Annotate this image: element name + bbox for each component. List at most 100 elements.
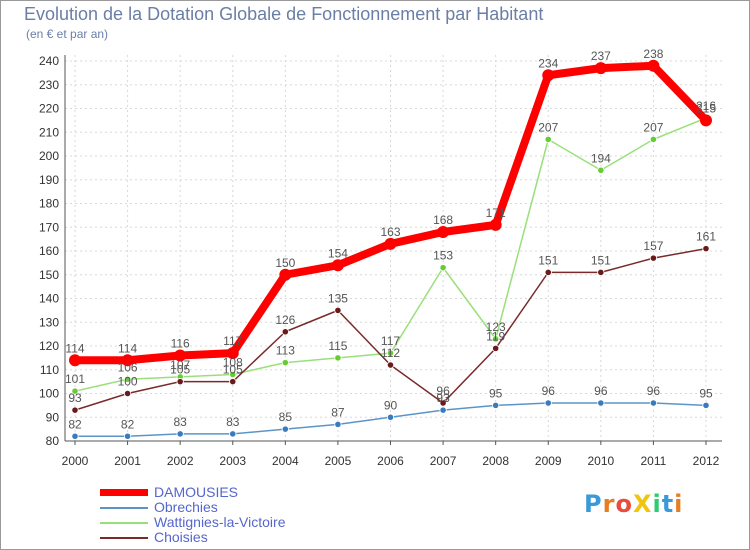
- data-label-choisies: 126: [275, 313, 295, 327]
- x-tick-label: 2004: [272, 454, 299, 468]
- axes: 8090100110120130140150160170180190200210…: [39, 54, 722, 468]
- data-point-damousies: [174, 349, 187, 362]
- data-label-damousies: 237: [591, 49, 611, 63]
- data-point-obrechies: [702, 401, 710, 409]
- data-point-damousies: [437, 226, 450, 238]
- data-point-obrechies: [649, 399, 658, 407]
- data-label-obrechies: 96: [647, 384, 661, 398]
- data-label-choisies: 157: [643, 239, 663, 253]
- data-label-choisies: 93: [68, 391, 82, 405]
- data-label-damousies: 168: [433, 213, 453, 227]
- data-point-obrechies: [123, 432, 132, 440]
- data-label-wattignies-la-victoire: 153: [433, 249, 453, 263]
- x-tick-label: 2012: [693, 454, 720, 468]
- data-label-wattignies-la-victoire: 216: [696, 99, 716, 113]
- x-tick-label: 2000: [62, 454, 89, 468]
- data-label-obrechies: 93: [436, 391, 450, 405]
- x-tick-label: 2001: [114, 454, 141, 468]
- data-point-obrechies: [597, 399, 605, 407]
- data-label-damousies: 234: [538, 56, 558, 70]
- data-point-damousies: [226, 347, 239, 360]
- data-label-wattignies-la-victoire: 101: [65, 372, 85, 386]
- data-label-wattignies-la-victoire: 123: [486, 320, 506, 334]
- data-label-choisies: 96: [436, 384, 450, 398]
- data-point-wattignies-la-victoire: [439, 264, 447, 272]
- y-tick-label: 220: [39, 102, 59, 116]
- data-point-choisies: [281, 328, 289, 336]
- data-point-choisies: [649, 254, 658, 262]
- data-label-wattignies-la-victoire: 107: [170, 358, 190, 372]
- data-label-wattignies-la-victoire: 113: [276, 344, 295, 358]
- data-point-wattignies-la-victoire: [123, 375, 132, 383]
- data-point-obrechies: [71, 432, 79, 440]
- data-point-obrechies: [281, 425, 289, 433]
- data-label-damousies: 114: [65, 341, 84, 355]
- data-label-damousies: 116: [171, 337, 190, 351]
- series-lines: [69, 59, 712, 440]
- legend-label-wattignies-la-victoire: Wattignies-la-Victoire: [154, 514, 286, 530]
- data-label-choisies: 100: [118, 375, 138, 389]
- data-point-wattignies-la-victoire: [597, 166, 605, 174]
- data-label-wattignies-la-victoire: 108: [223, 356, 243, 370]
- logo-letter: i: [674, 490, 684, 518]
- y-tick-label: 190: [39, 173, 59, 187]
- data-point-choisies: [71, 406, 79, 414]
- data-label-obrechies: 85: [279, 410, 293, 424]
- data-point-choisies: [334, 306, 342, 314]
- legend-swatch-choisies: [100, 537, 148, 539]
- data-point-wattignies-la-victoire: [492, 335, 500, 343]
- data-label-choisies: 151: [591, 253, 611, 267]
- data-label-damousies: 117: [223, 334, 242, 348]
- y-tick-label: 110: [40, 363, 59, 377]
- y-tick-label: 100: [39, 387, 59, 401]
- y-tick-label: 90: [46, 410, 60, 424]
- data-point-damousies: [279, 268, 292, 281]
- y-tick-label: 80: [46, 434, 60, 448]
- data-label-choisies: 112: [381, 346, 400, 360]
- data-point-wattignies-la-victoire: [281, 359, 289, 367]
- data-label-damousies: 215: [696, 101, 716, 115]
- data-label-damousies: 238: [643, 47, 663, 61]
- data-label-wattignies-la-victoire: 194: [591, 151, 611, 165]
- x-tick-label: 2005: [325, 454, 352, 468]
- data-label-damousies: 150: [275, 256, 295, 270]
- x-tick-label: 2011: [641, 454, 667, 468]
- x-tick-label: 2008: [482, 454, 509, 468]
- y-tick-label: 120: [39, 339, 59, 353]
- y-tick-label: 130: [39, 315, 59, 329]
- data-label-obrechies: 83: [173, 415, 187, 429]
- chart-title: Evolution de la Dotation Globale de Fonc…: [24, 4, 544, 24]
- data-point-damousies: [647, 59, 660, 72]
- x-tick-label: 2003: [219, 454, 246, 468]
- data-label-obrechies: 82: [121, 417, 135, 431]
- data-point-obrechies: [439, 406, 447, 414]
- data-point-obrechies: [176, 430, 184, 438]
- data-label-choisies: 105: [223, 363, 243, 377]
- x-tick-label: 2010: [587, 454, 614, 468]
- data-label-choisies: 161: [696, 230, 716, 244]
- data-point-choisies: [386, 361, 395, 369]
- data-point-obrechies: [229, 430, 237, 438]
- data-point-damousies: [542, 69, 555, 82]
- data-label-choisies: 151: [538, 253, 558, 267]
- data-point-choisies: [439, 399, 447, 407]
- data-label-obrechies: 90: [384, 398, 398, 412]
- y-tick-label: 160: [39, 244, 59, 258]
- data-label-wattignies-la-victoire: 115: [328, 339, 347, 353]
- data-point-wattignies-la-victoire: [649, 135, 658, 143]
- logo-letter: i: [652, 490, 662, 518]
- y-tick-label: 170: [39, 220, 59, 234]
- y-tick-label: 230: [39, 78, 59, 92]
- y-tick-label: 150: [39, 268, 59, 282]
- logo-letter: X: [632, 490, 653, 518]
- data-point-damousies: [331, 259, 344, 272]
- data-label-obrechies: 95: [699, 386, 713, 400]
- x-tick-label: 2009: [535, 454, 562, 468]
- data-point-damousies: [384, 237, 397, 250]
- data-point-choisies: [229, 378, 237, 386]
- data-label-choisies: 135: [328, 291, 348, 305]
- data-label-wattignies-la-victoire: 207: [643, 120, 663, 134]
- data-label-obrechies: 83: [226, 415, 240, 429]
- data-point-choisies: [544, 268, 552, 276]
- data-label-wattignies-la-victoire: 117: [381, 334, 400, 348]
